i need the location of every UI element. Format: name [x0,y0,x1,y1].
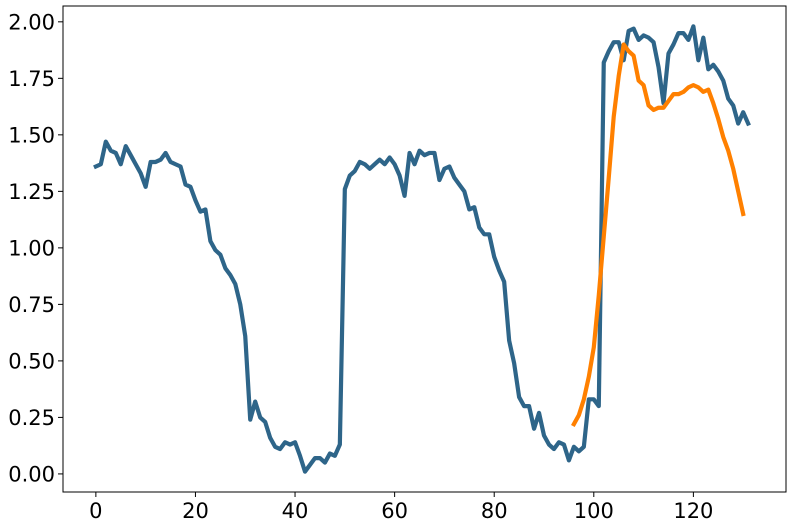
y-tick-label: 0.25 [8,406,55,430]
y-tick-label: 0.50 [8,349,55,373]
x-tick-label: 80 [481,499,508,523]
y-tick-label: 1.50 [8,123,55,147]
y-tick-label: 0.75 [8,293,55,317]
series-line-1 [93,24,751,474]
y-tick-label: 2.00 [8,10,55,34]
y-tick-label: 1.00 [8,236,55,260]
x-tick-label: 20 [182,499,209,523]
series-layer [93,24,751,474]
plot-frame [62,5,787,493]
x-tick-label: 40 [282,499,309,523]
x-tick-label: 100 [574,499,614,523]
x-tick-label: 0 [89,499,102,523]
y-tick-label: 0.00 [8,462,55,486]
x-tick-label: 120 [673,499,713,523]
axes-layer: 0 20 40 60 80 100 120 0.00 0.25 0.50 0.75 1.00 1.25 1… [8,10,713,523]
y-tick-label: 1.25 [8,180,55,204]
x-tick-label: 60 [381,499,408,523]
series-line-2 [571,42,746,428]
y-tick-label: 1.75 [8,67,55,91]
